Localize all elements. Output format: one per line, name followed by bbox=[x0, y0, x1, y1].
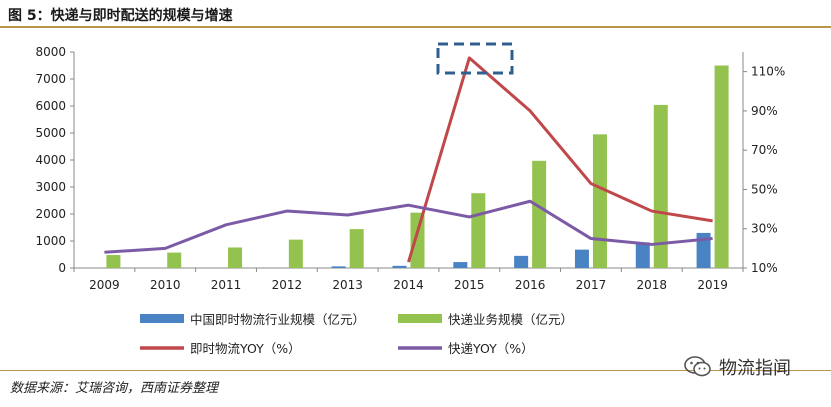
watermark-label: 物流指闻 bbox=[719, 358, 791, 379]
x-tick-label: 2009 bbox=[89, 278, 120, 292]
legend-express-swatch bbox=[398, 314, 442, 323]
bar-instant-logistics bbox=[574, 249, 589, 268]
y-left-tick-label: 8000 bbox=[35, 45, 66, 59]
y-left-tick-label: 7000 bbox=[35, 72, 66, 86]
title-divider bbox=[0, 26, 831, 28]
x-tick-label: 2017 bbox=[576, 278, 607, 292]
bar-express bbox=[653, 104, 668, 268]
watermark: 物流指闻 bbox=[683, 354, 791, 380]
bar-instant-logistics bbox=[392, 265, 407, 268]
y-left-tick-label: 0 bbox=[58, 261, 66, 275]
y-left-tick-label: 5000 bbox=[35, 126, 66, 140]
y-right-tick-label: 110% bbox=[751, 65, 785, 79]
bar-express bbox=[106, 255, 121, 268]
y-left-tick-label: 6000 bbox=[35, 99, 66, 113]
bar-express bbox=[714, 65, 729, 268]
y-left-tick-label: 2000 bbox=[35, 207, 66, 221]
x-tick-label: 2015 bbox=[454, 278, 485, 292]
legend-instant-logistics-label: 中国即时物流行业规模（亿元） bbox=[190, 312, 365, 327]
legend-express-label: 快递业务规模（亿元） bbox=[448, 312, 573, 327]
chart: 0 1000 2000 3000 4000 5000 6000 7000 8000 10% 30% 5… bbox=[35, 42, 785, 356]
line-express-yoy bbox=[104, 199, 713, 254]
bar-instant-logistics bbox=[696, 232, 711, 268]
wechat-icon bbox=[684, 356, 711, 377]
x-tick-label: 2012 bbox=[272, 278, 303, 292]
bar-express bbox=[410, 212, 425, 268]
x-tick-label: 2013 bbox=[332, 278, 363, 292]
x-tick-label: 2019 bbox=[697, 278, 728, 292]
line-instant-logistics-yoy bbox=[407, 56, 713, 263]
y-right-tick-label: 70% bbox=[751, 143, 778, 157]
y-right-tick-label: 90% bbox=[751, 104, 778, 118]
source-divider bbox=[0, 370, 831, 371]
legend-instant-logistics-swatch bbox=[140, 314, 184, 323]
annotation-dashed-box bbox=[436, 42, 514, 75]
source-note: 数据来源：艾瑞咨询，西南证券整理 bbox=[10, 381, 219, 396]
bar-express bbox=[288, 239, 303, 268]
x-tick-label: 2016 bbox=[515, 278, 546, 292]
bar-instant-logistics bbox=[331, 266, 346, 268]
y-right-tick-label: 10% bbox=[751, 261, 778, 275]
bar-express bbox=[471, 193, 486, 268]
bar-express bbox=[167, 252, 182, 268]
y-right-tick-label: 50% bbox=[751, 182, 778, 196]
bar-instant-logistics bbox=[453, 262, 468, 268]
x-tick-label: 2010 bbox=[150, 278, 181, 292]
y-right-tick-label: 30% bbox=[751, 222, 778, 236]
x-tick-label: 2014 bbox=[393, 278, 424, 292]
bar-express bbox=[592, 134, 607, 268]
legend-instant-logistics-yoy-label: 即时物流YOY（%） bbox=[190, 341, 301, 356]
x-tick-label: 2018 bbox=[636, 278, 667, 292]
bar-express bbox=[228, 247, 243, 268]
bar-express bbox=[349, 229, 364, 268]
y-left-tick-label: 4000 bbox=[35, 153, 66, 167]
y-left-tick-label: 1000 bbox=[35, 234, 66, 248]
x-tick-label: 2011 bbox=[211, 278, 242, 292]
bar-instant-logistics bbox=[635, 242, 650, 268]
legend-express-yoy-label: 快递YOY（%） bbox=[448, 341, 534, 356]
bar-instant-logistics bbox=[514, 255, 529, 268]
bar-express bbox=[532, 160, 547, 268]
figure-title: 图 5：快递与即时配送的规模与增速 bbox=[8, 8, 233, 24]
y-left-tick-label: 3000 bbox=[35, 180, 66, 194]
